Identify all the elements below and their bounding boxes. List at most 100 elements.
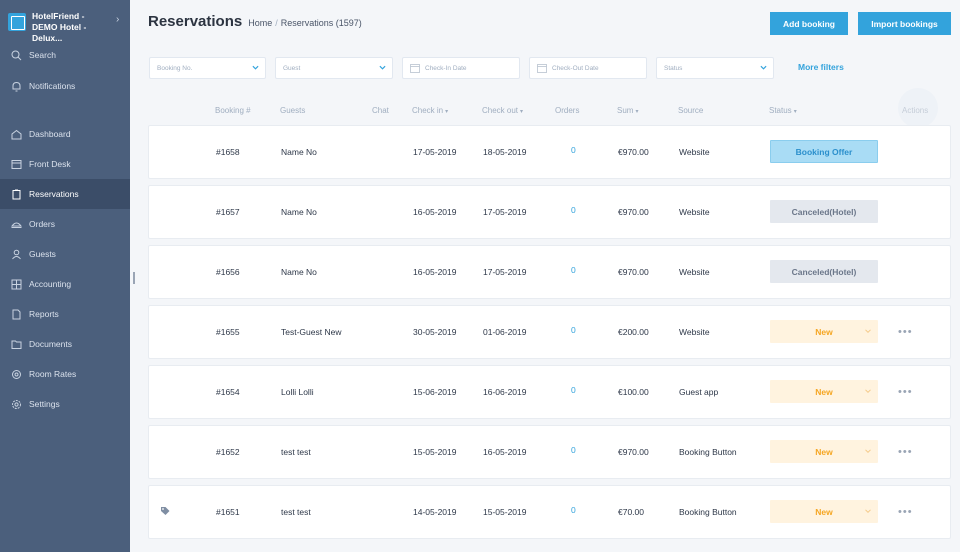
status-badge[interactable]: New — [770, 380, 878, 403]
column-header-booking: Booking # — [215, 106, 251, 115]
sidebar-item-label: Documents — [29, 339, 72, 349]
booking-source: Booking Button — [679, 447, 737, 457]
import-bookings-button[interactable]: Import bookings — [858, 12, 951, 35]
booking-no-placeholder: Booking No. — [157, 64, 193, 72]
sidebar-item-label: Reports — [29, 309, 59, 319]
more-filters-link[interactable]: More filters — [798, 62, 844, 72]
check-in-placeholder: Check-In Date — [425, 64, 467, 72]
guest-name[interactable]: test test — [281, 507, 311, 517]
column-header-sum[interactable]: Sum ▾ — [617, 106, 638, 115]
more-actions-icon[interactable]: ••• — [898, 506, 913, 518]
status-badge[interactable]: Booking Offer — [770, 140, 878, 163]
column-header-chat: Chat — [372, 106, 389, 115]
status-badge[interactable]: Canceled(Hotel) — [770, 200, 878, 223]
column-header-check-out[interactable]: Check out ▾ — [482, 106, 523, 115]
sidebar-item-settings[interactable]: Settings — [0, 389, 130, 419]
booking-number[interactable]: #1654 — [216, 387, 240, 397]
table-row[interactable]: #1658 Name No 17-05-2019 18-05-2019 0 €970.00… — [148, 125, 951, 179]
more-actions-icon[interactable]: ••• — [898, 446, 913, 458]
guest-filter[interactable]: Guest — [275, 57, 393, 79]
table-row[interactable]: #1651 test test 14-05-2019 15-05-2019 0 €70.0… — [148, 485, 951, 539]
status-badge[interactable]: New — [770, 500, 878, 523]
orders-count[interactable]: 0 — [571, 445, 576, 455]
table-row[interactable]: #1654 Lolli Lolli 15-06-2019 16-06-2019 0 €10… — [148, 365, 951, 419]
hotel-switcher[interactable]: HotelFriend - DEMO Hotel - Delux... › — [0, 0, 130, 43]
booking-number[interactable]: #1656 — [216, 267, 240, 277]
actions-header-bg — [898, 88, 938, 128]
guest-name[interactable]: Name No — [281, 207, 317, 217]
status-filter[interactable]: Status — [656, 57, 774, 79]
booking-sum: €70.00 — [618, 507, 644, 517]
status-badge[interactable]: New — [770, 320, 878, 343]
table-row[interactable]: #1657 Name No 16-05-2019 17-05-2019 0 €970.00… — [148, 185, 951, 239]
orders-count[interactable]: 0 — [571, 265, 576, 275]
sidebar-item-documents[interactable]: Documents — [0, 329, 130, 359]
chevron-down-icon — [252, 65, 259, 70]
orders-count[interactable]: 0 — [571, 325, 576, 335]
guest-name[interactable]: Test-Guest New — [281, 327, 342, 337]
guest-name[interactable]: Name No — [281, 147, 317, 157]
search-icon — [11, 50, 22, 61]
sidebar-collapse-handle[interactable] — [133, 272, 135, 284]
check-out-date-filter[interactable]: Check-Out Date — [529, 57, 647, 79]
breadcrumb: Home / Reservations (1597) — [248, 18, 362, 28]
guest-name[interactable]: Name No — [281, 267, 317, 277]
table-row[interactable]: #1655 Test-Guest New 30-05-2019 01-06-2019 0… — [148, 305, 951, 359]
sidebar-item-notifications[interactable]: Notifications — [0, 71, 130, 101]
sidebar-item-reports[interactable]: Reports — [0, 299, 130, 329]
guest-name[interactable]: test test — [281, 447, 311, 457]
sidebar-item-label: Search — [29, 50, 56, 60]
more-actions-icon[interactable]: ••• — [898, 326, 913, 338]
sidebar-item-front-desk[interactable]: Front Desk — [0, 149, 130, 179]
chevron-down-icon — [865, 329, 871, 334]
column-header-check-in[interactable]: Check in ▾ — [412, 106, 448, 115]
booking-number[interactable]: #1655 — [216, 327, 240, 337]
check-out-date: 15-05-2019 — [483, 507, 527, 517]
add-booking-button[interactable]: Add booking — [770, 12, 848, 35]
sidebar-item-label: Room Rates — [29, 369, 77, 379]
status-badge[interactable]: Canceled(Hotel) — [770, 260, 878, 283]
sidebar: HotelFriend - DEMO Hotel - Delux... › Se… — [0, 0, 130, 552]
check-in-date: 16-05-2019 — [413, 267, 457, 277]
column-header-source: Source — [678, 106, 704, 115]
more-actions-icon[interactable]: ••• — [898, 386, 913, 398]
sidebar-item-guests[interactable]: Guests — [0, 239, 130, 269]
guests-icon — [11, 249, 22, 260]
booking-number[interactable]: #1658 — [216, 147, 240, 157]
column-header-status[interactable]: Status ▾ — [769, 106, 797, 115]
booking-source: Website — [679, 267, 710, 277]
sidebar-item-room-rates[interactable]: Room Rates — [0, 359, 130, 389]
orders-count[interactable]: 0 — [571, 505, 576, 515]
booking-no-filter[interactable]: Booking No. — [149, 57, 266, 79]
check-in-date-filter[interactable]: Check-In Date — [402, 57, 520, 79]
sidebar-item-orders[interactable]: Orders — [0, 209, 130, 239]
table-row[interactable]: #1656 Name No 16-05-2019 17-05-2019 0 €970.00… — [148, 245, 951, 299]
booking-sum: €970.00 — [618, 147, 649, 157]
sidebar-item-label: Notifications — [29, 81, 76, 91]
accounting-icon — [11, 279, 22, 290]
orders-count[interactable]: 0 — [571, 385, 576, 395]
column-header-guests: Guests — [280, 106, 306, 115]
guest-name[interactable]: Lolli Lolli — [281, 387, 314, 397]
booking-sum: €970.00 — [618, 207, 649, 217]
hotel-name: HotelFriend - DEMO Hotel - Delux... — [32, 11, 87, 43]
booking-number[interactable]: #1657 — [216, 207, 240, 217]
room-rates-icon — [11, 369, 22, 380]
breadcrumb-home-link[interactable]: Home — [248, 18, 273, 28]
sidebar-item-accounting[interactable]: Accounting — [0, 269, 130, 299]
booking-number[interactable]: #1651 — [216, 507, 240, 517]
sidebar-item-reservations[interactable]: Reservations — [0, 179, 130, 209]
chevron-down-icon — [379, 65, 386, 70]
orders-count[interactable]: 0 — [571, 205, 576, 215]
sidebar-item-label: Dashboard — [29, 129, 71, 139]
dashboard-icon — [11, 129, 22, 140]
sidebar-item-search[interactable]: Search — [0, 40, 130, 70]
check-out-date: 17-05-2019 — [483, 207, 527, 217]
sidebar-item-dashboard[interactable]: Dashboard — [0, 119, 130, 149]
status-badge[interactable]: New — [770, 440, 878, 463]
booking-number[interactable]: #1652 — [216, 447, 240, 457]
booking-source: Website — [679, 327, 710, 337]
orders-count[interactable]: 0 — [571, 145, 576, 155]
table-row[interactable]: #1652 test test 15-05-2019 16-05-2019 0 €970.… — [148, 425, 951, 479]
guest-placeholder: Guest — [283, 64, 301, 72]
